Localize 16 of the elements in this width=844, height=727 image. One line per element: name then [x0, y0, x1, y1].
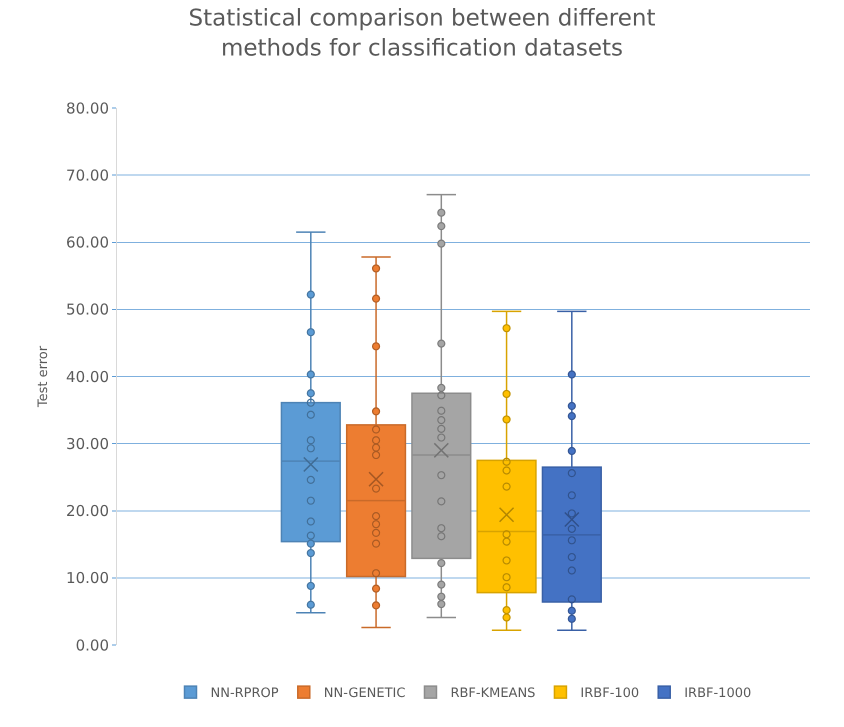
y-tick-label: 70.00	[66, 166, 109, 184]
y-tick-label: 30.00	[66, 434, 109, 453]
y-axis-title: Test error	[36, 345, 51, 408]
legend-label: IRBF-100	[580, 686, 640, 702]
y-tick-label: 50.00	[66, 300, 109, 319]
y-tick-label: 20.00	[66, 502, 109, 520]
y-tick-label: 0.00	[76, 636, 109, 654]
legend-label: RBF-KMEANS	[450, 686, 536, 702]
y-tick-label: 60.00	[66, 234, 109, 252]
y-tick-label: 80.00	[66, 99, 109, 118]
legend-label: NN-GENETIC	[324, 686, 406, 702]
legend-label: IRBF-1000	[684, 686, 752, 702]
chart-title: Statistical comparison between different methods for classification datasets	[188, 5, 656, 62]
legend-label: NN-RPROP	[210, 686, 279, 702]
y-tick-label: 10.00	[66, 569, 109, 588]
y-tick-label: 40.00	[66, 368, 109, 386]
